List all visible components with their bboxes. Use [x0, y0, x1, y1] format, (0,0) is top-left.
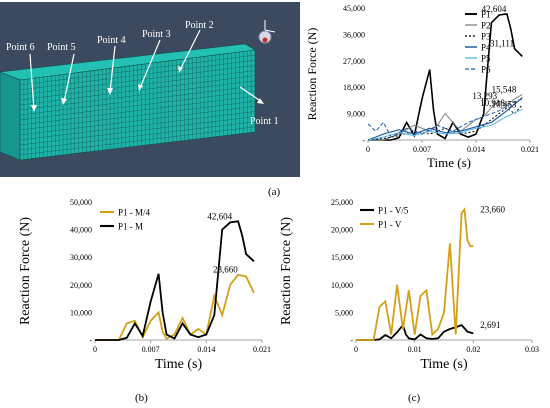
y-tick-label: 20,000 [70, 281, 92, 290]
x-tick-label: 0 [354, 345, 358, 354]
y-tick-label: 18,000 [343, 83, 365, 92]
y-tick-label: 10,000 [70, 308, 92, 317]
sublabel-a: (a) [268, 186, 281, 198]
x-tick-label: 0.01 [408, 345, 422, 354]
data-label: 42,604 [207, 211, 232, 221]
y-tick-label: 40,000 [70, 226, 92, 235]
fem-arrowheads [31, 66, 264, 112]
data-label: 2,691 [480, 320, 500, 330]
fem-model-view: Point 6 Point 5 Point 4 Point 3 Point 2 … [0, 2, 300, 177]
data-label: 42,604 [482, 4, 507, 14]
fem-arrows [29, 29, 263, 111]
fem-mesh [19, 50, 256, 160]
point-5-label: Point 5 [47, 42, 76, 53]
mesh-line [19, 126, 256, 156]
y-tick-label: 5,000 [335, 308, 353, 317]
y-tick-label: 20,000 [331, 226, 353, 235]
y-tick-label: 30,000 [70, 253, 92, 262]
y-tick-label: 27,000 [343, 57, 365, 66]
series-line-p6 [367, 98, 523, 138]
mesh-line [19, 65, 256, 96]
y-tick-label: 15,000 [331, 253, 353, 262]
series-line-p1-v [356, 207, 474, 341]
sublabel-c: (c) [408, 392, 421, 404]
fem-model-svg: Point 6 Point 5 Point 4 Point 3 Point 2 … [0, 2, 300, 177]
series-line-p1-m-4 [95, 273, 255, 341]
series-line-p4 [367, 97, 523, 141]
x-axis-label: Time (s) [427, 155, 471, 170]
mesh-line [19, 101, 256, 131]
point-3-label: Point 3 [142, 29, 171, 40]
point-2-label: Point 2 [185, 20, 214, 31]
x-tick-label: 0.007 [413, 145, 431, 154]
series-line-p5 [367, 108, 523, 141]
x-tick-label: 0 [93, 345, 97, 354]
mesh-line [19, 95, 256, 126]
y-tick-label: 25,000 [331, 198, 353, 207]
legend-label: P2 [481, 21, 491, 31]
legend-label: P1 - M/4 [118, 208, 151, 218]
data-label: 10,918 [480, 98, 505, 108]
mesh-line [19, 116, 256, 146]
y-tick-label: - [350, 336, 353, 345]
chart-c-svg: - 5,000 10,000 15,000 20,000 25,000 0 0.01 0.02 0… [279, 198, 539, 372]
x-tick-label: 0.014 [467, 145, 485, 154]
y-tick-label: - [89, 336, 92, 345]
legend-label: P1 [481, 10, 491, 20]
x-tick-label: 0.007 [142, 345, 160, 354]
legend-label: P1 - V/5 [378, 206, 409, 216]
mesh-line [19, 106, 256, 136]
legend-label: P5 [481, 54, 491, 64]
fem-slab-side [0, 71, 21, 161]
chart-a: - 9,000 18,000 27,000 36,000 45,000 0 0.007 0.01… [300, 0, 550, 182]
mesh-line [19, 75, 256, 106]
y-tick-label: 10,000 [331, 281, 353, 290]
x-tick-label: 0.02 [466, 345, 480, 354]
y-tick-label: 50,000 [70, 198, 92, 207]
legend-label: P6 [481, 65, 491, 75]
x-tick-label: 0.021 [521, 145, 539, 154]
x-tick-label: 0.021 [253, 345, 271, 354]
data-label: 23,660 [213, 265, 238, 275]
point-1-label: Point 1 [250, 116, 279, 127]
y-axis-label: Reaction Force (N) [18, 217, 33, 325]
y-tick-label: 45,000 [343, 4, 365, 13]
point-6-label: Point 6 [6, 42, 35, 53]
data-label: 15,548 [492, 84, 517, 94]
mesh-line [19, 54, 256, 86]
mesh-line [19, 111, 256, 141]
y-axis-label: Reaction Force (N) [279, 217, 294, 325]
x-axis-label: Time (s) [420, 357, 468, 372]
y-tick-label: - [362, 136, 365, 145]
y-axis-label: Reaction Force (N) [305, 28, 319, 121]
legend-label: P1 - M [118, 222, 143, 232]
x-tick-label: 0.03 [525, 345, 539, 354]
x-tick-label: 0 [366, 145, 370, 154]
mesh-line [19, 121, 256, 151]
axis-triad-icon [258, 20, 276, 44]
chart-a-svg: - 9,000 18,000 27,000 36,000 45,000 0 0.007 0.01… [305, 4, 539, 170]
mesh-line [19, 70, 256, 101]
chart-b-svg: - 10,000 20,000 30,000 40,000 50,000 0 0.007 0.0… [18, 198, 271, 372]
data-label: 10,453 [492, 99, 517, 109]
y-tick-label: 36,000 [343, 30, 365, 39]
data-label: 23,660 [480, 204, 505, 214]
x-tick-label: 0.014 [197, 345, 215, 354]
mesh-line [19, 60, 256, 91]
legend-label: P1 - V [378, 220, 402, 230]
mesh-line [19, 90, 256, 121]
chart-b: - 10,000 20,000 30,000 40,000 50,000 0 0.007 0.0… [0, 188, 275, 384]
data-label: 31,111 [490, 39, 514, 49]
point-4-label: Point 4 [97, 35, 126, 46]
sublabel-b: (b) [135, 392, 148, 404]
mesh-line [19, 85, 256, 116]
legend-label: P4 [481, 43, 491, 53]
y-tick-label: 9,000 [347, 110, 365, 119]
mesh-line [19, 80, 256, 111]
series-line-p1-m [95, 220, 255, 341]
chart-c: - 5,000 10,000 15,000 20,000 25,000 0 0.01 0.02 0… [276, 188, 550, 384]
data-label: 13,293 [472, 91, 497, 101]
legend-label: P3 [481, 32, 491, 42]
x-axis-label: Time (s) [155, 357, 203, 372]
